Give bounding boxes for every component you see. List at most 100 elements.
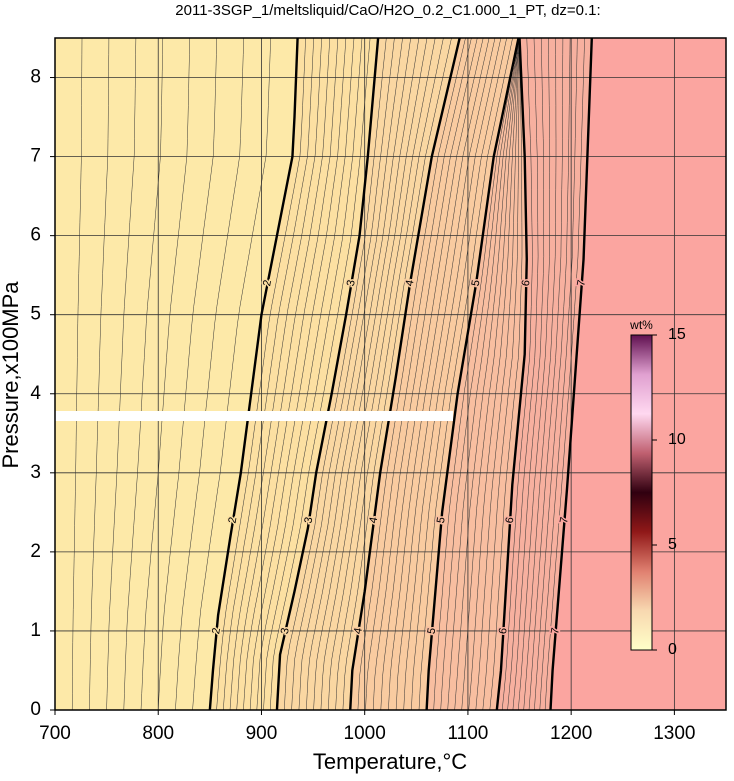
y-tick-label: 7 [30,146,41,167]
chart-title: 2011-3SGP_1/meltsliquid/CaO/H2O_0.2_C1.0… [175,2,600,19]
minor-contour [243,38,339,710]
contour-label: 2 [210,627,223,635]
contour-label: 7 [549,627,562,635]
y-axis-label: Pressure,x100MPa [0,281,23,469]
y-tick-label: 1 [30,620,41,641]
contour-label: 5 [470,279,483,287]
minor-contour [192,38,271,710]
minor-contour [489,38,523,710]
minor-contour [411,38,507,710]
minor-contour [440,38,519,710]
minor-contour [357,38,466,710]
minor-contour [372,38,478,710]
x-tick-label: 1100 [447,723,488,744]
y-tick-label: 4 [30,383,41,404]
minor-contour [544,38,585,710]
minor-contour [223,38,314,710]
minor-contour [475,38,520,710]
minor-contour [256,38,355,710]
minor-contour [229,38,322,710]
minor-contour [447,38,520,710]
minor-contour [106,38,137,710]
colorbar-tick-label: 0 [668,641,677,658]
x-tick-label: 1300 [653,723,695,744]
minor-contour [523,38,557,710]
minor-contour [291,38,395,710]
minor-contour [123,38,164,710]
y-tick-label: 5 [30,304,41,325]
x-tick-label: 1200 [550,723,592,744]
minor-contour [175,38,244,710]
minor-contour [418,38,513,710]
minor-contour [216,38,306,710]
minor-contour [140,38,191,710]
minor-contour [342,38,452,710]
contour-line [495,38,528,710]
colorbar-label: wt% [629,318,653,332]
x-tick-label: 700 [39,723,71,744]
contour-label: 3 [303,516,316,524]
minor-contour [454,38,520,710]
y-tick-label: 6 [30,225,41,246]
x-tick-label: 900 [246,723,278,744]
minor-contour [313,38,420,710]
minor-contour [433,38,519,710]
minor-contour [263,38,363,710]
colorbar-tick-label: 10 [668,431,686,448]
contour-line [349,38,461,710]
contour-label: 3 [279,627,292,635]
minor-contour [298,38,403,710]
contour-line [549,38,593,710]
minor-contour [395,38,496,710]
contour-label: 3 [345,279,358,287]
plot-frame [54,37,727,711]
minor-contour [501,38,533,710]
contour-label: 5 [435,516,448,524]
contour-label: 7 [575,279,588,287]
minor-contour [461,38,520,710]
minor-contour [507,38,539,710]
y-tick-label: 0 [30,699,41,720]
minor-contour [388,38,490,710]
contour-label: 2 [261,279,274,287]
minor-contour [365,38,472,710]
contour-label: 4 [367,516,380,524]
minor-contour [534,38,571,710]
minor-contour [157,38,217,710]
minor-contour [335,38,444,710]
minor-contour [71,38,83,710]
data-gap [55,411,453,421]
y-tick-label: 3 [30,462,41,483]
contour-label: 4 [404,279,417,287]
minor-contour [518,38,551,710]
y-tick-label: 8 [30,67,41,88]
contour-label: 5 [426,627,439,635]
axes: 700 800 900 1000 1100 1200 1300 0 1 2 3 4 5 6 7 8 wt% 0 5 1… [30,37,727,744]
minor-contour [380,38,484,710]
y-tick-label: 2 [30,541,41,562]
minor-contour [236,38,331,710]
contour-label: 6 [520,279,533,287]
minor-contour [269,38,371,710]
contour-label: 4 [352,627,365,635]
contour-label: 6 [497,627,510,635]
colorbar-tick-label: 5 [668,536,677,553]
contour-line [208,38,299,710]
minor-contour [306,38,411,710]
minor-contour [403,38,502,710]
minor-contour [249,38,347,710]
minor-contour [284,38,387,710]
minor-contour [539,38,578,710]
plot-area: 2 2 2 3 3 3 4 4 4 5 5 5 6 6 6 7 7 7 [55,38,726,710]
minor-contour [482,38,520,710]
contour-label: 2 [227,516,240,524]
minor-contour [528,38,564,710]
contour-line [275,38,380,710]
minor-contour [320,38,428,710]
minor-contour [89,38,110,710]
colorbar [630,334,653,651]
x-tick-label: 1000 [344,723,386,744]
colorbar-tick-label: 15 [668,326,686,343]
x-tick-label: 800 [142,723,174,744]
